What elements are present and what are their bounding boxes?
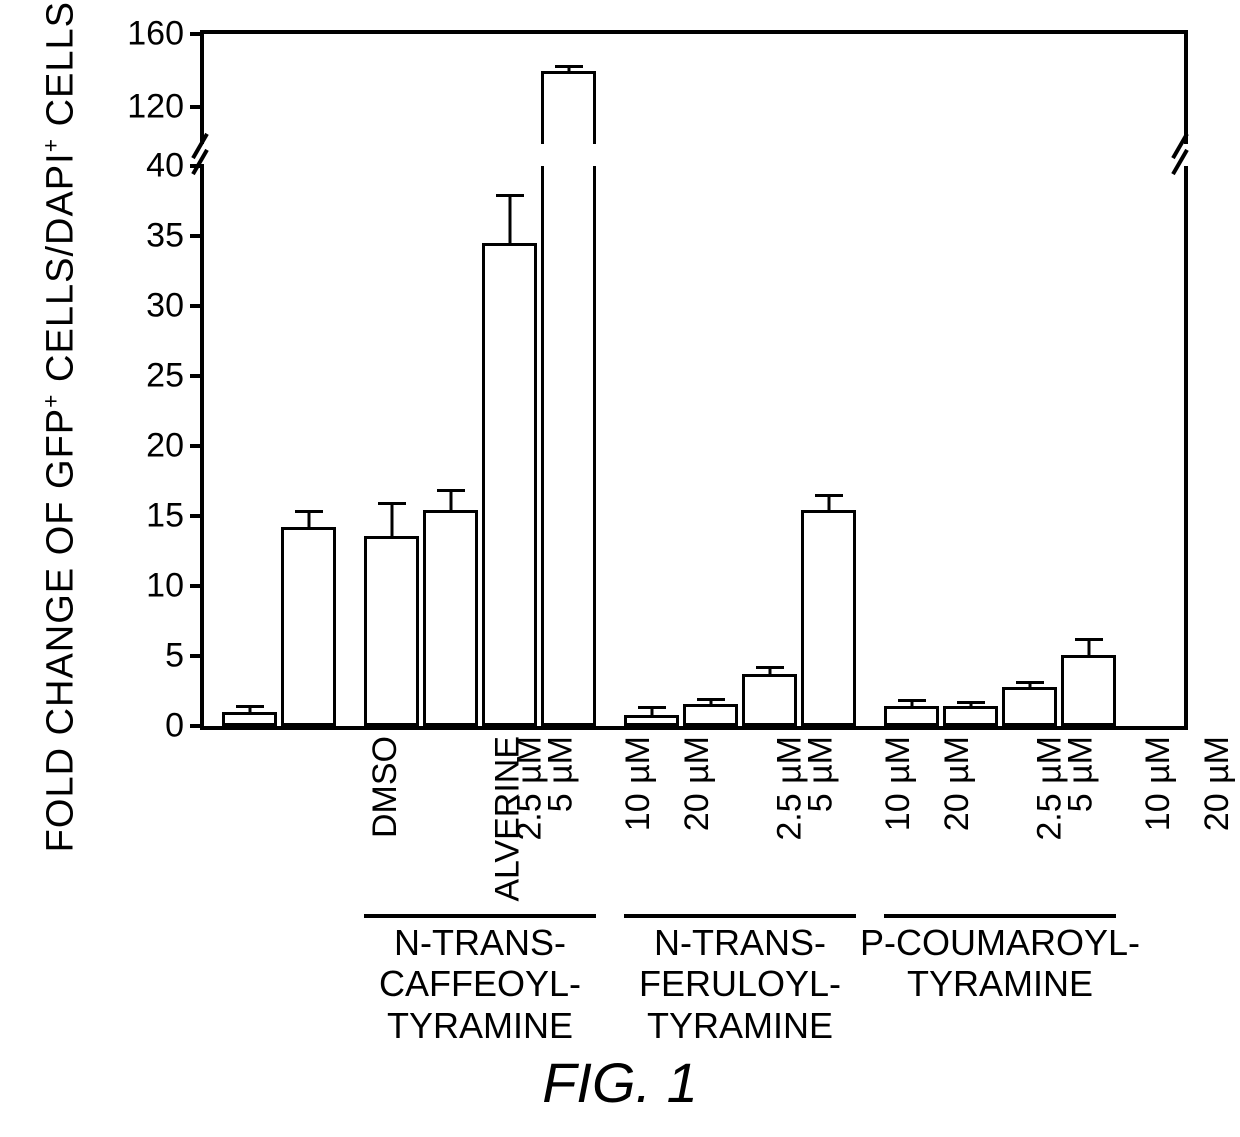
y-tick — [190, 304, 204, 308]
bar — [1002, 687, 1057, 726]
axis-break-right — [1166, 138, 1194, 168]
bar — [222, 712, 277, 726]
y-tick-label: 40 — [146, 147, 184, 186]
group-underline — [364, 914, 596, 918]
group-underline — [884, 914, 1116, 918]
y-tick — [190, 32, 204, 36]
x-tick-label: 10 µM — [879, 736, 918, 831]
bar — [281, 527, 336, 726]
bar — [884, 706, 939, 726]
x-tick-label: 5 µM — [801, 736, 840, 812]
y-axis-title: FOLD CHANGE OF GFP+ CELLS/DAPI+ CELLS — [38, 52, 83, 852]
y-tick — [190, 724, 204, 728]
x-tick-label: 10 µM — [1139, 736, 1178, 831]
y-tick-label: 35 — [146, 217, 184, 256]
group-label: P-COUMAROYL-TYRAMINE — [860, 922, 1140, 1005]
figure-caption: FIG. 1 — [0, 1050, 1240, 1115]
y-tick-label: 5 — [165, 637, 184, 676]
x-tick-label: 20 µM — [1198, 736, 1237, 831]
y-tick — [190, 654, 204, 658]
bar — [742, 674, 797, 726]
bar — [482, 243, 537, 726]
bar — [364, 536, 419, 726]
x-tick-label: DMSO — [366, 736, 405, 838]
group-label: N-TRANS-CAFFEOYL-TYRAMINE — [379, 922, 581, 1046]
upper-axis-segment: 120160 — [200, 30, 1188, 144]
bar — [801, 510, 856, 726]
y-tick-label: 160 — [127, 15, 184, 54]
x-tick-label: 20 µM — [938, 736, 977, 831]
y-tick-label: 25 — [146, 357, 184, 396]
y-tick-label: 10 — [146, 567, 184, 606]
y-tick — [190, 105, 204, 109]
y-tick-label: 0 — [165, 707, 184, 746]
y-tick-label: 15 — [146, 497, 184, 536]
x-tick-label: 10 µM — [619, 736, 658, 831]
x-tick-label: 5 µM — [541, 736, 580, 812]
y-tick-label: 120 — [127, 88, 184, 127]
y-tick-label: 30 — [146, 287, 184, 326]
bar — [943, 706, 998, 726]
bar-chart: 120160 0510152025303540DMSOALVERINE2.5 µ… — [200, 30, 1180, 730]
y-tick-label: 20 — [146, 427, 184, 466]
bar — [1061, 655, 1116, 726]
y-tick — [190, 514, 204, 518]
lower-axis-segment: 0510152025303540DMSOALVERINE2.5 µM5 µM10… — [200, 166, 1188, 730]
bar-upper — [541, 71, 596, 144]
group-label: N-TRANS-FERULOYL-TYRAMINE — [639, 922, 841, 1046]
figure-1: FOLD CHANGE OF GFP+ CELLS/DAPI+ CELLS 12… — [0, 0, 1240, 1137]
group-underline — [624, 914, 856, 918]
y-tick — [190, 234, 204, 238]
x-tick-label: 5 µM — [1061, 736, 1100, 812]
x-tick-label: 20 µM — [678, 736, 717, 831]
bar — [423, 510, 478, 726]
bar — [624, 715, 679, 726]
y-tick — [190, 584, 204, 588]
bar — [541, 166, 596, 726]
y-tick — [190, 444, 204, 448]
bar — [683, 704, 738, 726]
axis-break-left — [186, 138, 214, 168]
y-tick — [190, 374, 204, 378]
